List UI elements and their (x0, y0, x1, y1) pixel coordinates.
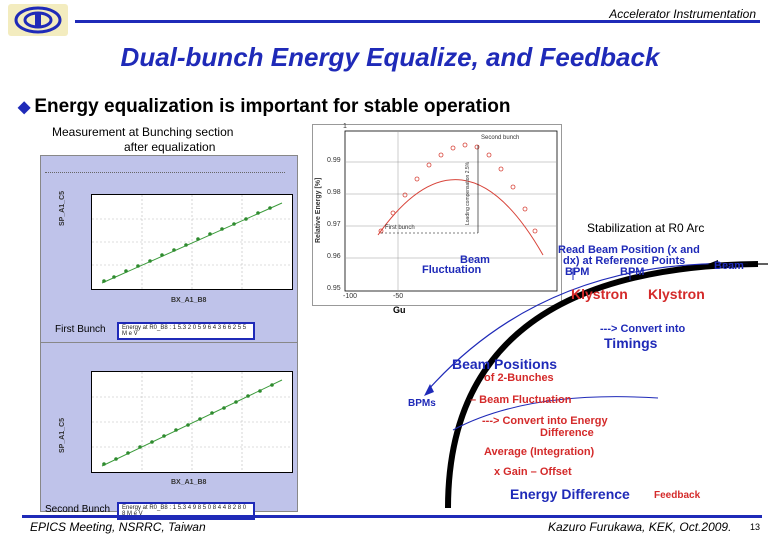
first-bunch-annotation: First bunch (385, 225, 415, 231)
average-text: Average (Integration) (484, 446, 595, 458)
bullet-text: Energy equalization is important for sta… (34, 96, 511, 117)
ytick-095: 0.95 (327, 285, 341, 292)
beam-fluctuation-text: – Beam Fluctuation (470, 394, 572, 406)
page-title: Dual-bunch Energy Equalize, and Feedback (120, 42, 660, 72)
second-bunch-panel: SP_A1_C5 BX_A1_B8 (40, 342, 298, 512)
energy-curve-plot: 1 0.99 0.98 0.97 0.96 0.95 -100 -50 Gu R… (312, 123, 562, 315)
panel1-stats (45, 158, 285, 173)
plot1-ylabel: SP_A1_C5 (59, 190, 66, 226)
footer-right: Kazuro Furukawa, KEK, Oct.2009. (548, 520, 732, 534)
klystron-label-2: Klystron (648, 286, 705, 302)
feedback-diagram: Read Beam Position (x and dx) at Referen… (408, 240, 772, 508)
measurement-caption: Measurement at Bunching section (52, 125, 234, 139)
ytick-096: 0.96 (327, 253, 341, 260)
first-bunch-panel: SP_A1_C5 BX_A1_B8 (40, 155, 298, 347)
energy-ylabel: Relative Energy [%] (315, 177, 322, 243)
convert-energy-text: ---> Convert into Energy (482, 415, 608, 427)
klystron-label-1: Klystron (571, 286, 628, 302)
ytick-1: 1 (343, 123, 347, 130)
loading-annotation: Loading compensation 2.5% (465, 161, 471, 225)
bpm-label-2: BPM (620, 266, 645, 278)
feedback-text: Feedback (654, 490, 701, 501)
difference-text: Difference (540, 427, 594, 439)
gain-offset-text: x Gain – Offset (494, 466, 572, 478)
footer-left: EPICS Meeting, NSRRC, Taiwan (30, 520, 206, 534)
first-bunch-label: First Bunch (55, 324, 106, 335)
energy-difference-text: Energy Difference (510, 486, 630, 502)
first-bunch-energy-box: Energy at R0_B8 : 1 5.3 2 0 5 9 6 4 3 6 … (117, 322, 255, 340)
scatter-plot-2 (91, 371, 293, 473)
beam-label: Beam (714, 260, 744, 272)
bullet-point: ◆ Energy equalization is important for st… (18, 96, 510, 118)
read-beam-text-2: dx) at Reference Points (563, 255, 686, 267)
plot2-ylabel: SP_A1_C5 (59, 417, 66, 453)
page-number: 13 (750, 522, 761, 532)
second-bunch-label: Second Bunch (45, 504, 111, 515)
fluctuation-label: Fluctuation (422, 264, 482, 276)
xtick-m50: -50 (393, 293, 404, 300)
two-bunches-text: of 2-Bunches (484, 372, 554, 384)
kek-logo (8, 4, 68, 36)
convert-timings-text: ---> Convert into (600, 323, 686, 335)
plot2-xlabel: BX_A1_B8 (171, 479, 207, 486)
ytick-097: 0.97 (327, 221, 341, 228)
beam-positions-text: Beam Positions (452, 356, 558, 372)
measurement-caption-2: after equalization (124, 140, 216, 154)
ytick-099: 0.99 (327, 157, 341, 164)
bpms-label: BPMs (408, 398, 436, 409)
bpm-label-1: BPM (565, 266, 590, 278)
second-bunch-annotation: Second bunch (481, 135, 520, 141)
scatter-plot-1 (91, 194, 293, 290)
header-rule (75, 20, 760, 23)
footer-rule (22, 515, 762, 518)
header-label: Accelerator Instrumentation (609, 7, 756, 21)
ytick-098: 0.98 (327, 189, 341, 196)
timings-text: Timings (604, 335, 658, 351)
beam-fluct-label: Beam (460, 254, 490, 266)
stabilization-caption: Stabilization at R0 Arc (587, 221, 705, 235)
read-beam-text: Read Beam Position (x and (558, 244, 700, 256)
plot1-xlabel: BX_A1_B8 (171, 297, 207, 304)
diamond-bullet-icon: ◆ (18, 99, 31, 116)
energy-xlabel: Gu (393, 305, 406, 315)
xtick-m100: -100 (343, 293, 358, 300)
